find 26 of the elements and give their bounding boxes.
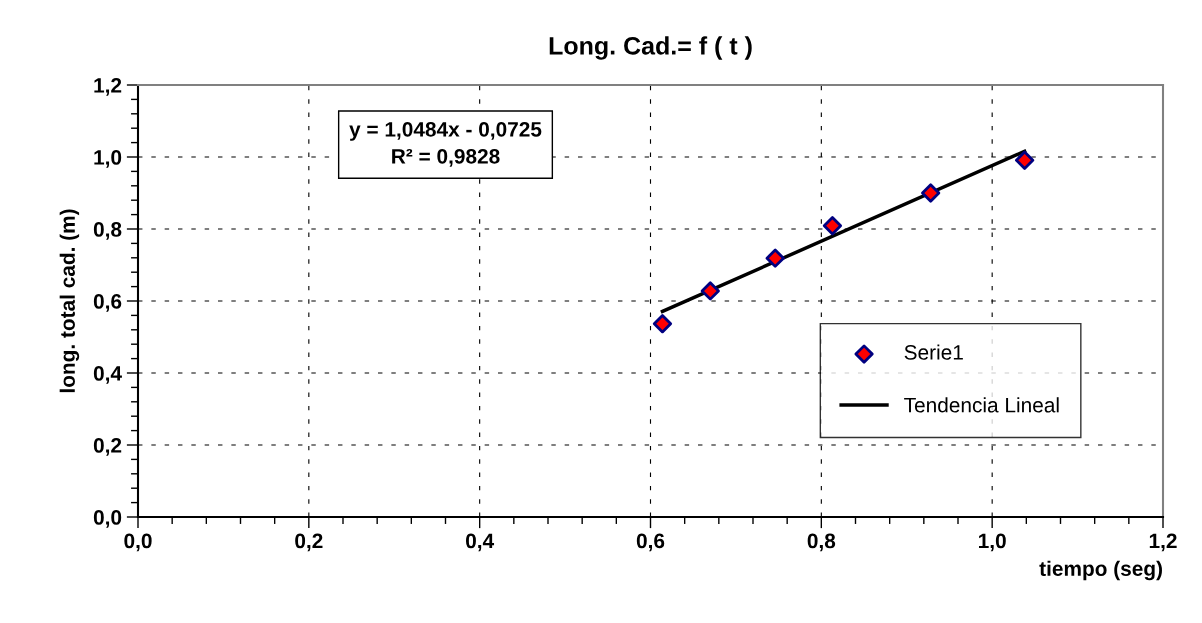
x-tick-label: 0,8	[807, 533, 836, 552]
annotation: y = 1,0484x - 0,0725 R² = 0,9828	[349, 121, 542, 167]
y-tick-label: 0,0	[93, 510, 122, 528]
y-tick-label: 0,4	[93, 366, 122, 384]
x-axis-title: tiempo (seg)	[1039, 560, 1162, 581]
point	[700, 281, 720, 301]
point	[921, 183, 941, 203]
point	[822, 216, 843, 236]
y-tick-label: 1,0	[94, 150, 122, 168]
y-tick-label: 0,8	[93, 222, 122, 240]
legend-label: Tendencia Lineal	[904, 397, 1059, 413]
point	[1015, 150, 1035, 170]
y-tick-label: 1,2	[94, 78, 122, 96]
point	[652, 314, 673, 334]
x-tick-label: 0,4	[466, 533, 495, 552]
x-tick-label: 1,2	[1149, 533, 1177, 552]
x-tick-label: 0,0	[124, 533, 152, 552]
y-tick-label: 0,6	[93, 294, 122, 312]
x-tick-label: 0,6	[636, 533, 665, 552]
x-tick-label: 1,0	[979, 533, 1006, 552]
chart-title: Long. Cad.= f ( t )	[549, 36, 752, 60]
x-tick-label: 0,2	[295, 533, 323, 552]
y-axis-title: long. total cad. (m)	[59, 209, 80, 393]
y-tick-label: 0,2	[93, 438, 122, 456]
point	[765, 248, 785, 268]
legend-label: Serie1	[904, 344, 963, 360]
